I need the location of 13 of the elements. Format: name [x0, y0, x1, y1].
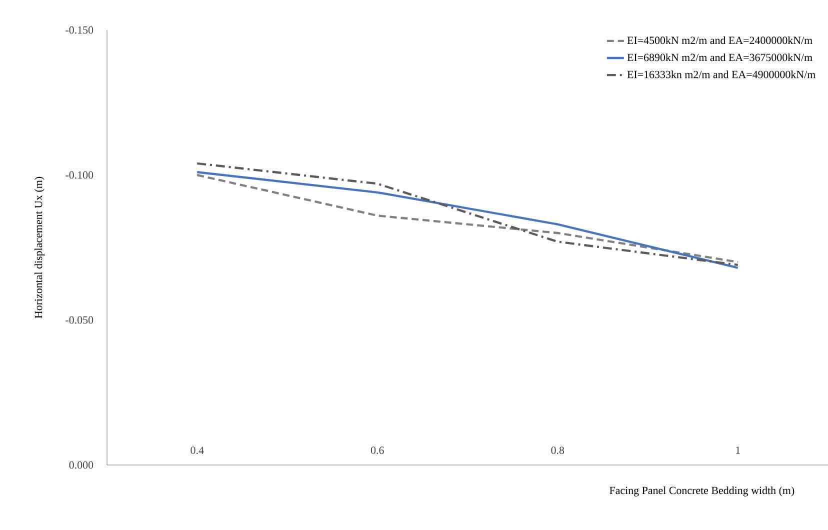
legend-label: EI=16333kn m2/m and EA=4900000kN/m: [627, 70, 816, 78]
legend-label: EI=6890kN m2/m and EA=3675000kN/m: [627, 53, 812, 62]
x-tick-label: 0.4: [190, 446, 204, 454]
y-tick-label: -0.050: [66, 316, 94, 324]
y-axis-title: Horizontal displacement Ux (m): [34, 176, 44, 318]
x-tick-label: 0.8: [551, 446, 564, 454]
y-tick-label: -0.150: [66, 26, 94, 34]
x-axis-title: Facing Panel Concrete Bedding width (m): [610, 486, 794, 496]
y-tick-label: 0.000: [69, 461, 94, 469]
x-tick-label: 1: [736, 446, 740, 454]
x-tick-label: 0.6: [370, 446, 384, 454]
legend-label: EI=4500kN m2/m and EA=2400000kN/m: [627, 36, 812, 44]
y-tick-label: -0.100: [66, 171, 94, 179]
